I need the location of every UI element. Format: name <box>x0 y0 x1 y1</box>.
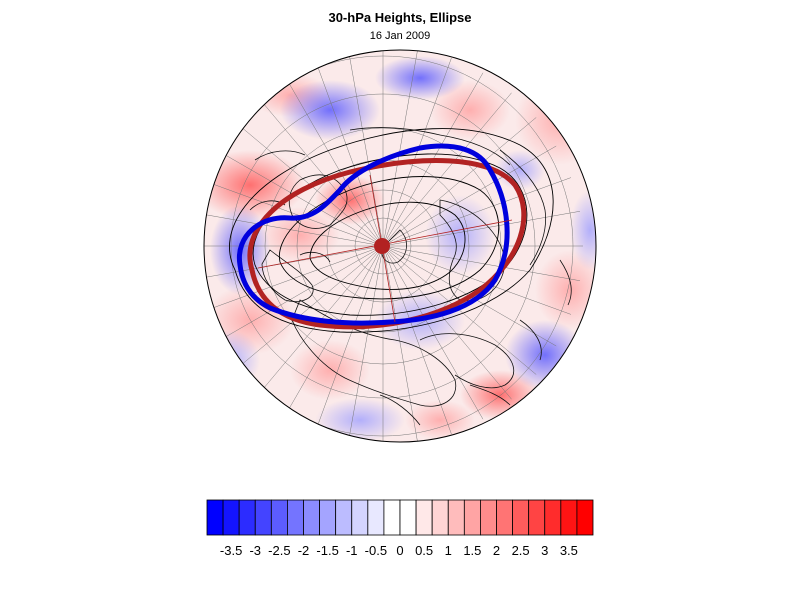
colorbar-swatch <box>480 499 497 536</box>
colorbar-swatch <box>222 499 240 536</box>
colorbar-label: 1 <box>445 543 452 558</box>
colorbar-swatch <box>206 499 224 536</box>
colorbar-swatch <box>383 499 401 536</box>
ellipse-center-marker <box>374 238 390 254</box>
colorbar-swatch <box>415 499 433 536</box>
map-date: 16 Jan 2009 <box>369 30 431 42</box>
colorbar-label: -0.5 <box>365 543 387 558</box>
colorbar-swatch <box>512 499 530 536</box>
colorbar-label: -3.5 <box>220 543 242 558</box>
fitted-ellipse <box>236 143 510 326</box>
colorbar-swatch <box>560 499 578 536</box>
colorbar-swatch <box>367 499 385 536</box>
colorbar-label: 1.5 <box>463 543 481 558</box>
colorbar-swatch <box>463 499 481 536</box>
colorbar-label: 0.5 <box>415 543 433 558</box>
colorbar-label: -2.5 <box>268 543 290 558</box>
colorbar-label: -3 <box>249 543 261 558</box>
colorbar-swatch <box>335 499 353 536</box>
colorbar-swatch <box>496 499 513 536</box>
colorbar-label: 3 <box>541 543 548 558</box>
colorbar-swatch <box>399 499 417 536</box>
colorbar-swatch <box>287 499 304 536</box>
colorbar-swatch <box>447 499 465 536</box>
colorbar-swatch <box>351 499 369 536</box>
colorbar-label: 3.5 <box>560 543 578 558</box>
colorbar-label: -1.5 <box>316 543 338 558</box>
colorbar-label: -1 <box>346 543 358 558</box>
colorbar-swatch <box>238 499 256 536</box>
reference-ellipse <box>247 158 527 330</box>
colorbar-swatch <box>528 499 546 536</box>
map-boundary <box>203 49 597 443</box>
colorbar-label: 2.5 <box>512 543 530 558</box>
colorbar-swatch <box>270 499 288 536</box>
colorbar-swatch <box>254 499 272 536</box>
map-title: 30-hPa Heights, Ellipse <box>328 10 472 25</box>
colorbar-swatch <box>576 499 594 536</box>
colorbar-label: -2 <box>298 543 310 558</box>
colorbar-swatch <box>303 499 320 536</box>
colorbar-label: 0 <box>396 543 403 558</box>
colorbar-label: 2 <box>493 543 500 558</box>
colorbar-swatch <box>431 499 449 536</box>
colorbar-swatch <box>544 499 562 536</box>
colorbar-swatch <box>319 499 337 536</box>
